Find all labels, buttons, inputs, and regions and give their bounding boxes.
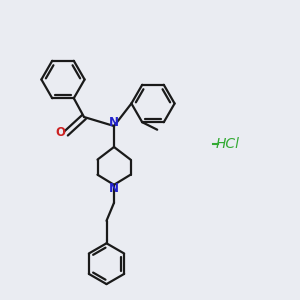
Text: N: N bbox=[109, 116, 119, 129]
Text: HCl: HCl bbox=[216, 137, 240, 151]
Text: N: N bbox=[109, 182, 119, 195]
Text: O: O bbox=[56, 126, 66, 140]
